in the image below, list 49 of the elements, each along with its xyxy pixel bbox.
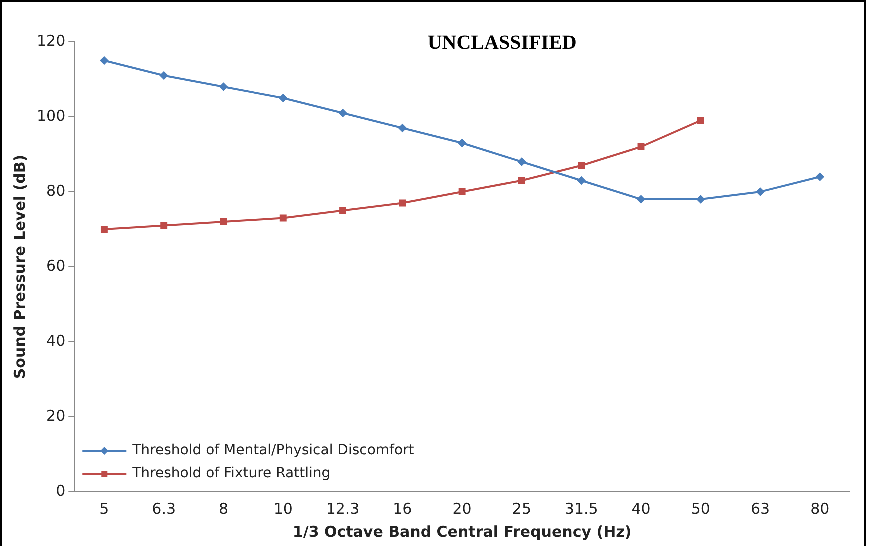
point <box>518 158 526 166</box>
point <box>339 109 348 118</box>
x-tick-label: 10 <box>274 500 293 518</box>
point <box>100 56 108 65</box>
point <box>279 94 288 102</box>
y-tick-label: 40 <box>46 332 66 350</box>
x-axis-title: 1/3 Octave Band Central Frequency (Hz) <box>292 522 632 541</box>
x-tick-label: 20 <box>452 500 472 518</box>
point <box>637 196 646 204</box>
y-tick-label: 120 <box>36 32 66 50</box>
y-tick-label: 0 <box>56 482 66 500</box>
y-axis-title: Sound Pressure Level (dB) <box>10 154 29 380</box>
chart-title: UNCLASSIFIED <box>428 32 577 54</box>
y-tick-label: 20 <box>46 406 66 425</box>
point <box>220 83 228 91</box>
x-tick-label: 31.5 <box>564 500 598 518</box>
point <box>756 188 765 196</box>
point <box>100 226 108 233</box>
point <box>458 188 466 196</box>
point <box>160 222 168 230</box>
x-tick-label: 5 <box>100 500 110 518</box>
point <box>220 218 228 226</box>
point <box>816 173 824 181</box>
y-tick-label: 60 <box>46 256 66 275</box>
point <box>340 207 347 214</box>
x-tick-label: 40 <box>632 500 651 518</box>
point <box>578 176 586 185</box>
point <box>458 139 466 148</box>
x-tick-label: 8 <box>218 500 229 518</box>
x-tick-label: 50 <box>691 500 710 518</box>
x-tick-label: 25 <box>512 500 532 518</box>
point <box>696 196 705 204</box>
point <box>518 177 526 184</box>
legend-label: Threshold of Fixture Rattling <box>132 466 331 482</box>
x-tick-label: 12.3 <box>326 500 360 518</box>
y-tick-label: 80 <box>46 182 66 200</box>
legend-label: Threshold of Mental/Physical Discomfort <box>132 442 415 459</box>
x-tick-label: 63 <box>750 500 770 518</box>
point <box>638 144 645 150</box>
point <box>578 162 586 170</box>
point <box>160 72 168 80</box>
point <box>280 214 287 222</box>
point <box>399 200 406 207</box>
point <box>398 124 407 132</box>
x-tick-label: 6.3 <box>152 500 176 518</box>
point <box>697 117 704 124</box>
x-tick-label: 16 <box>393 500 412 518</box>
x-tick-label: 80 <box>810 500 830 518</box>
y-tick-label: 100 <box>36 106 66 125</box>
